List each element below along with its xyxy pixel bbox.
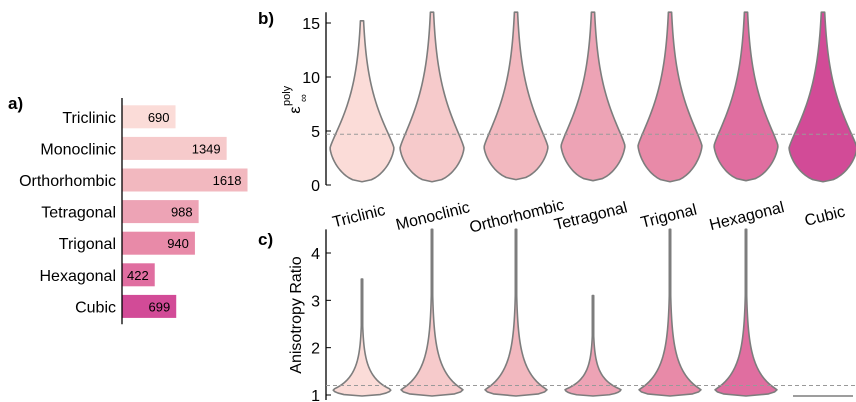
violin-orthorhombic bbox=[484, 228, 548, 397]
y-tick-label: 3 bbox=[311, 293, 320, 310]
x-tick-label-triclinic: Triclinic bbox=[331, 202, 387, 231]
y-tick-label: 0 bbox=[311, 178, 320, 195]
violin-trigonal bbox=[638, 228, 702, 397]
bar-monoclinic bbox=[122, 136, 227, 160]
violin-trigonal bbox=[637, 11, 703, 183]
bar-cubic bbox=[122, 294, 177, 318]
violin-triclinic bbox=[332, 278, 392, 397]
y-axis-label-sub: ∞ bbox=[298, 94, 310, 102]
violin-hexagonal bbox=[714, 228, 778, 397]
violin-chart-anisotropy: 1 2 3 4 Anisotropy Ratio bbox=[288, 228, 856, 402]
category-label-orthorhombic: Orthorhombic bbox=[19, 173, 116, 190]
x-tick-label-cubic: Cubic bbox=[803, 203, 847, 229]
bar-chart-panel: Triclinic 690 Monoclinic 1349 Orthorhombic 16… bbox=[19, 98, 248, 325]
bar-triclinic bbox=[122, 105, 176, 129]
violin-tetragonal bbox=[560, 11, 626, 182]
panel-label-b: b) bbox=[258, 9, 274, 28]
bar-tetragonal bbox=[122, 200, 199, 224]
data-label-hexagonal: 422 bbox=[127, 268, 149, 283]
category-label-triclinic: Triclinic bbox=[62, 110, 116, 127]
category-label-hexagonal: Hexagonal bbox=[40, 268, 117, 285]
y-tick-label: 5 bbox=[311, 124, 320, 141]
violin-hexagonal bbox=[713, 11, 779, 182]
category-label-trigonal: Trigonal bbox=[59, 236, 116, 253]
y-tick-label: 10 bbox=[302, 70, 320, 87]
violin-cubic bbox=[788, 11, 856, 183]
violin-triclinic bbox=[329, 20, 395, 183]
violin-monoclinic bbox=[399, 11, 465, 183]
data-label-orthorhombic: 1618 bbox=[213, 173, 242, 188]
data-label-monoclinic: 1349 bbox=[192, 141, 221, 156]
y-tick-label: 15 bbox=[302, 16, 320, 33]
panel-label-a: a) bbox=[8, 94, 23, 113]
data-label-trigonal: 940 bbox=[167, 236, 189, 251]
y-axis-label-main: ε bbox=[287, 106, 304, 113]
data-label-triclinic: 690 bbox=[148, 110, 170, 125]
category-label-monoclinic: Monoclinic bbox=[40, 141, 116, 158]
bar-orthorhombic bbox=[122, 168, 248, 192]
y-axis-label-sup: poly bbox=[281, 85, 293, 106]
violin-orthorhombic bbox=[483, 11, 549, 181]
y-tick-label: 2 bbox=[311, 341, 320, 358]
violin-tetragonal bbox=[564, 294, 622, 397]
y-tick-label: 4 bbox=[311, 246, 320, 263]
data-label-tetragonal: 988 bbox=[171, 205, 193, 220]
y-tick-label: 1 bbox=[311, 388, 320, 402]
y-axis-label: Anisotropy Ratio bbox=[288, 256, 305, 373]
category-label-tetragonal: Tetragonal bbox=[41, 205, 116, 222]
violin-monoclinic bbox=[400, 228, 464, 397]
bar-hexagonal bbox=[122, 263, 155, 287]
category-label-cubic: Cubic bbox=[75, 299, 116, 316]
data-label-cubic: 699 bbox=[149, 299, 171, 314]
bar-trigonal bbox=[122, 231, 195, 255]
y-axis-label: ε ∞ poly bbox=[281, 85, 310, 113]
x-tick-label-trigonal: Trigonal bbox=[639, 201, 699, 231]
panel-label-c: c) bbox=[258, 230, 273, 249]
x-tick-label-tetragonal: Tetragonal bbox=[553, 199, 630, 234]
